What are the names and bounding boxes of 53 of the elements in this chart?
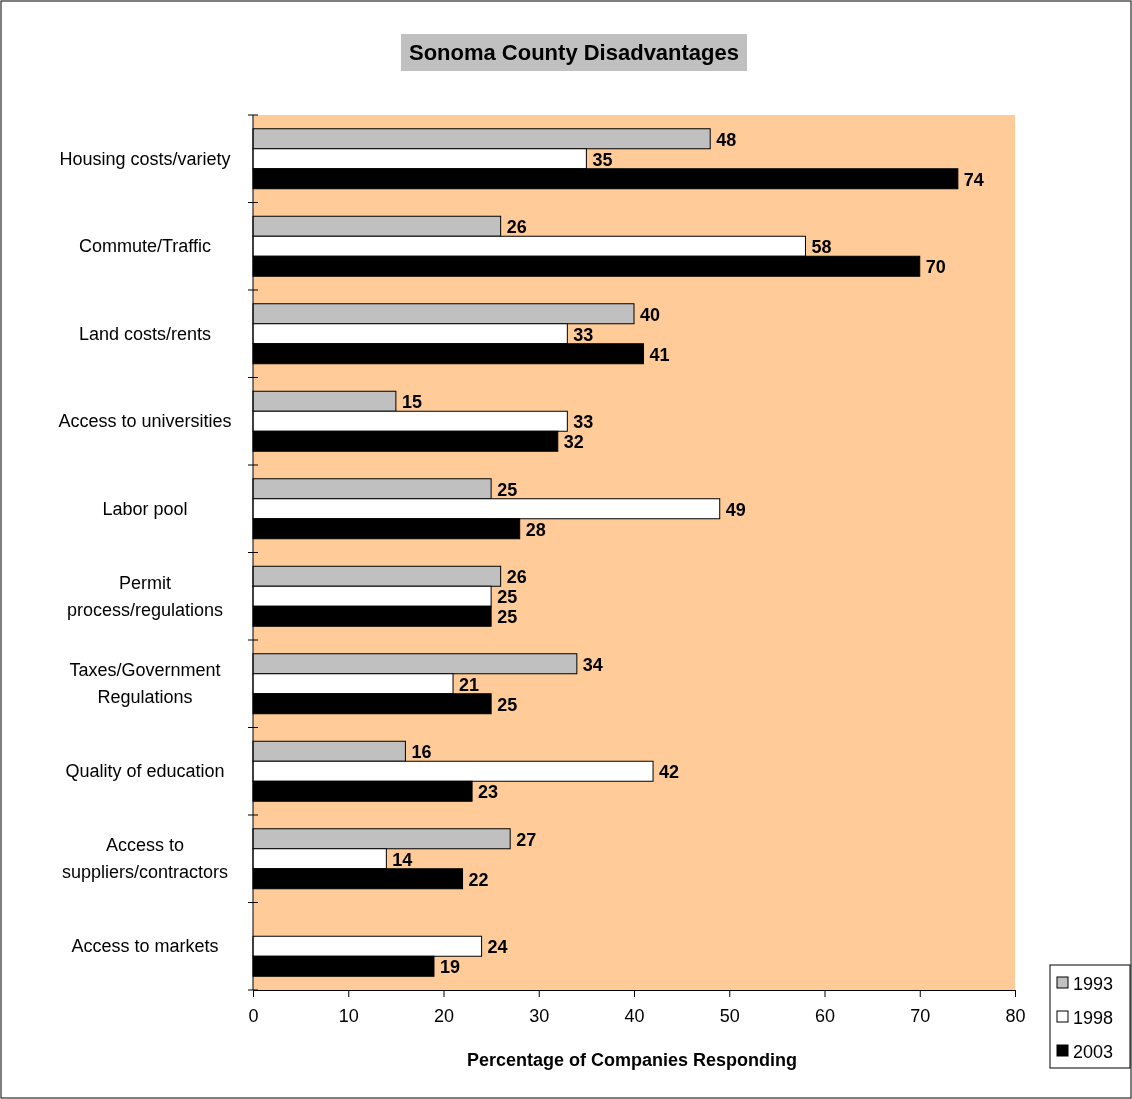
data-label: 74	[963, 169, 984, 190]
data-label: 23	[478, 782, 499, 803]
data-label: 15	[401, 392, 422, 413]
data-label: 33	[573, 412, 594, 433]
y-tick-label: Housing costs/variety	[59, 148, 231, 169]
x-axis-title: Percentage of Companies Responding	[466, 1050, 798, 1070]
x-tick-label: 20	[433, 1005, 455, 1026]
data-label: 22	[468, 869, 489, 890]
data-label: 48	[716, 129, 737, 150]
y-tick-label: Commute/Traffic	[78, 236, 212, 257]
data-label: 26	[506, 217, 527, 238]
data-label: 25	[497, 479, 518, 500]
chart-title: Sonoma County Disadvantages	[408, 40, 740, 65]
data-label: 24	[487, 937, 508, 958]
x-tick-label: 70	[910, 1005, 931, 1026]
data-label: 34	[582, 654, 603, 675]
data-label: 19	[439, 957, 461, 978]
data-label: 25	[497, 694, 518, 715]
y-tick-label: Labor pool	[102, 498, 188, 519]
legend-label: 2003	[1073, 1042, 1114, 1062]
data-label: 42	[659, 762, 680, 783]
y-tick-label: Quality of education	[65, 761, 225, 782]
x-tick-label: 0	[248, 1005, 259, 1026]
data-label: 26	[506, 567, 527, 588]
x-tick-label: 10	[338, 1005, 359, 1026]
data-label: 16	[411, 742, 432, 763]
data-label: 70	[925, 257, 946, 278]
x-tick-label: 50	[719, 1005, 740, 1026]
y-tick-label: Permit process/regulations	[66, 572, 224, 620]
data-label: 27	[516, 829, 537, 850]
data-label: 58	[811, 237, 832, 258]
y-tick-label: Taxes/Government Regulations	[69, 660, 221, 708]
data-label: 14	[392, 849, 413, 870]
data-label: 25	[497, 587, 518, 608]
data-label: 28	[525, 519, 546, 540]
data-label: 35	[592, 149, 613, 170]
y-tick-label: Access to markets	[71, 936, 219, 957]
data-label: 49	[725, 499, 746, 520]
x-tick-label: 40	[624, 1005, 645, 1026]
x-tick-label: 30	[529, 1005, 550, 1026]
x-tick-label: 60	[814, 1005, 836, 1026]
legend-label: 1993	[1073, 974, 1114, 994]
data-label: 40	[640, 304, 661, 325]
y-tick-label: Access to universities	[58, 411, 232, 432]
data-label: 25	[497, 607, 518, 628]
y-tick-label: Land costs/rents	[78, 323, 212, 344]
data-label: 21	[459, 674, 480, 695]
y-tick-label: Access to suppliers/contractors	[61, 835, 229, 883]
x-tick-label: 80	[1005, 1005, 1026, 1026]
data-label: 32	[563, 432, 584, 453]
data-label: 33	[573, 324, 594, 345]
legend-label: 1998	[1073, 1008, 1114, 1028]
data-label: 41	[649, 344, 670, 365]
